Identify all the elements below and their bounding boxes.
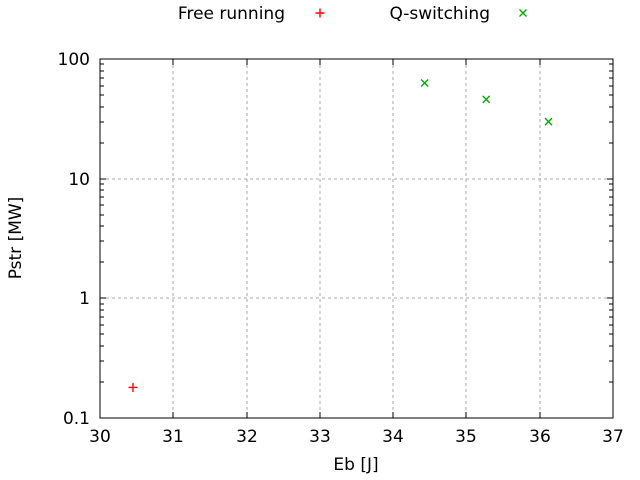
data-points [128, 79, 553, 392]
x-tick-label: 31 [162, 427, 184, 447]
legend: Free running Q-switching [178, 4, 527, 24]
x-tick-label: 30 [89, 427, 111, 447]
x-tick-label: 35 [455, 427, 477, 447]
y-tick-label: 0.1 [63, 409, 90, 429]
x-tick-label: 33 [309, 427, 331, 447]
legend-entry-q-switching: Q-switching [389, 4, 527, 24]
plus-marker-icon [315, 8, 325, 18]
plot-border [99, 58, 614, 419]
tick-labels: 30 31 32 33 34 35 36 37 0.1 1 10 100 [58, 50, 624, 447]
x-axis-label: Eb [J] [333, 455, 378, 475]
cross-marker-icon [519, 9, 527, 17]
y-tick-label: 100 [58, 50, 90, 70]
y-tick-label: 10 [68, 170, 90, 190]
y-tick-label: 1 [79, 289, 90, 309]
x-tick-label: 37 [602, 427, 624, 447]
legend-entry-free-running: Free running [178, 4, 325, 24]
x-tick-label: 36 [529, 427, 551, 447]
y-axis-label: Pstr [MW] [6, 197, 26, 280]
legend-label-q-switching: Q-switching [389, 4, 490, 24]
cross-data-point [420, 79, 429, 88]
x-tick-label: 34 [382, 427, 404, 447]
plus-data-point [128, 382, 138, 392]
cross-data-point [544, 117, 553, 126]
axis-ticks [99, 58, 614, 419]
cross-data-point [482, 95, 491, 104]
legend-label-free-running: Free running [178, 4, 285, 24]
x-tick-label: 32 [236, 427, 258, 447]
gridlines [100, 59, 613, 418]
